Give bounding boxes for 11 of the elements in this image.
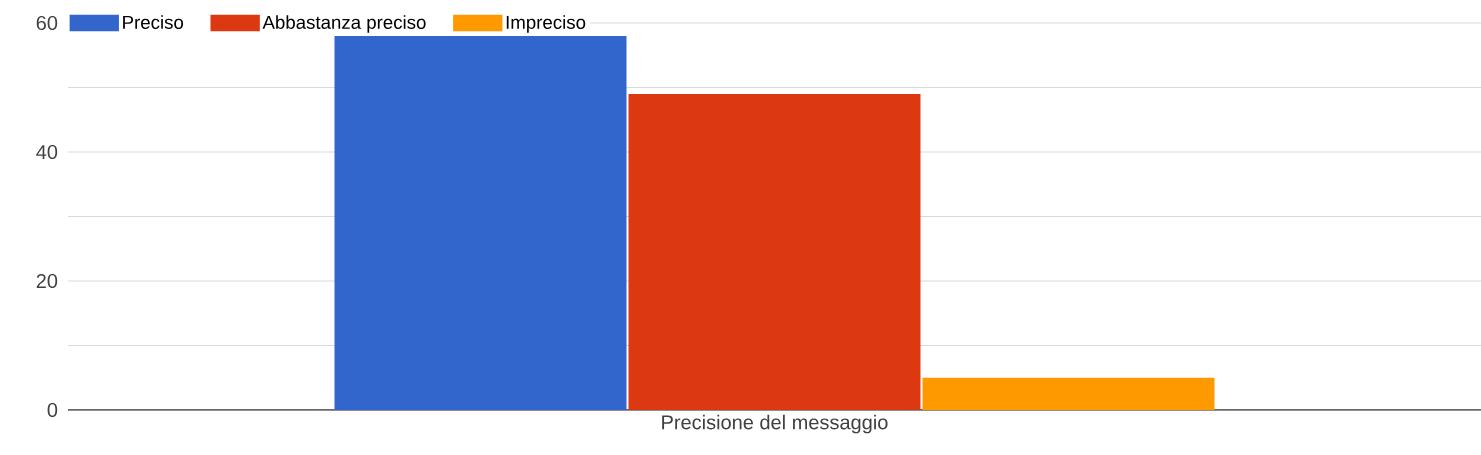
y-tick-label: 0 — [47, 402, 58, 418]
x-tick-label: Precisione del messaggio — [662, 414, 888, 434]
bar — [922, 377, 1215, 410]
y-tick-label: 20 — [36, 273, 58, 289]
bar — [334, 35, 627, 410]
legend-label: Impreciso — [506, 15, 586, 33]
bar — [628, 93, 921, 410]
legend-label: Abbastanza preciso — [262, 15, 426, 33]
y-tick-label: 40 — [36, 144, 58, 160]
y-tick-label: 60 — [36, 15, 58, 31]
legend-label: Preciso — [123, 15, 184, 29]
